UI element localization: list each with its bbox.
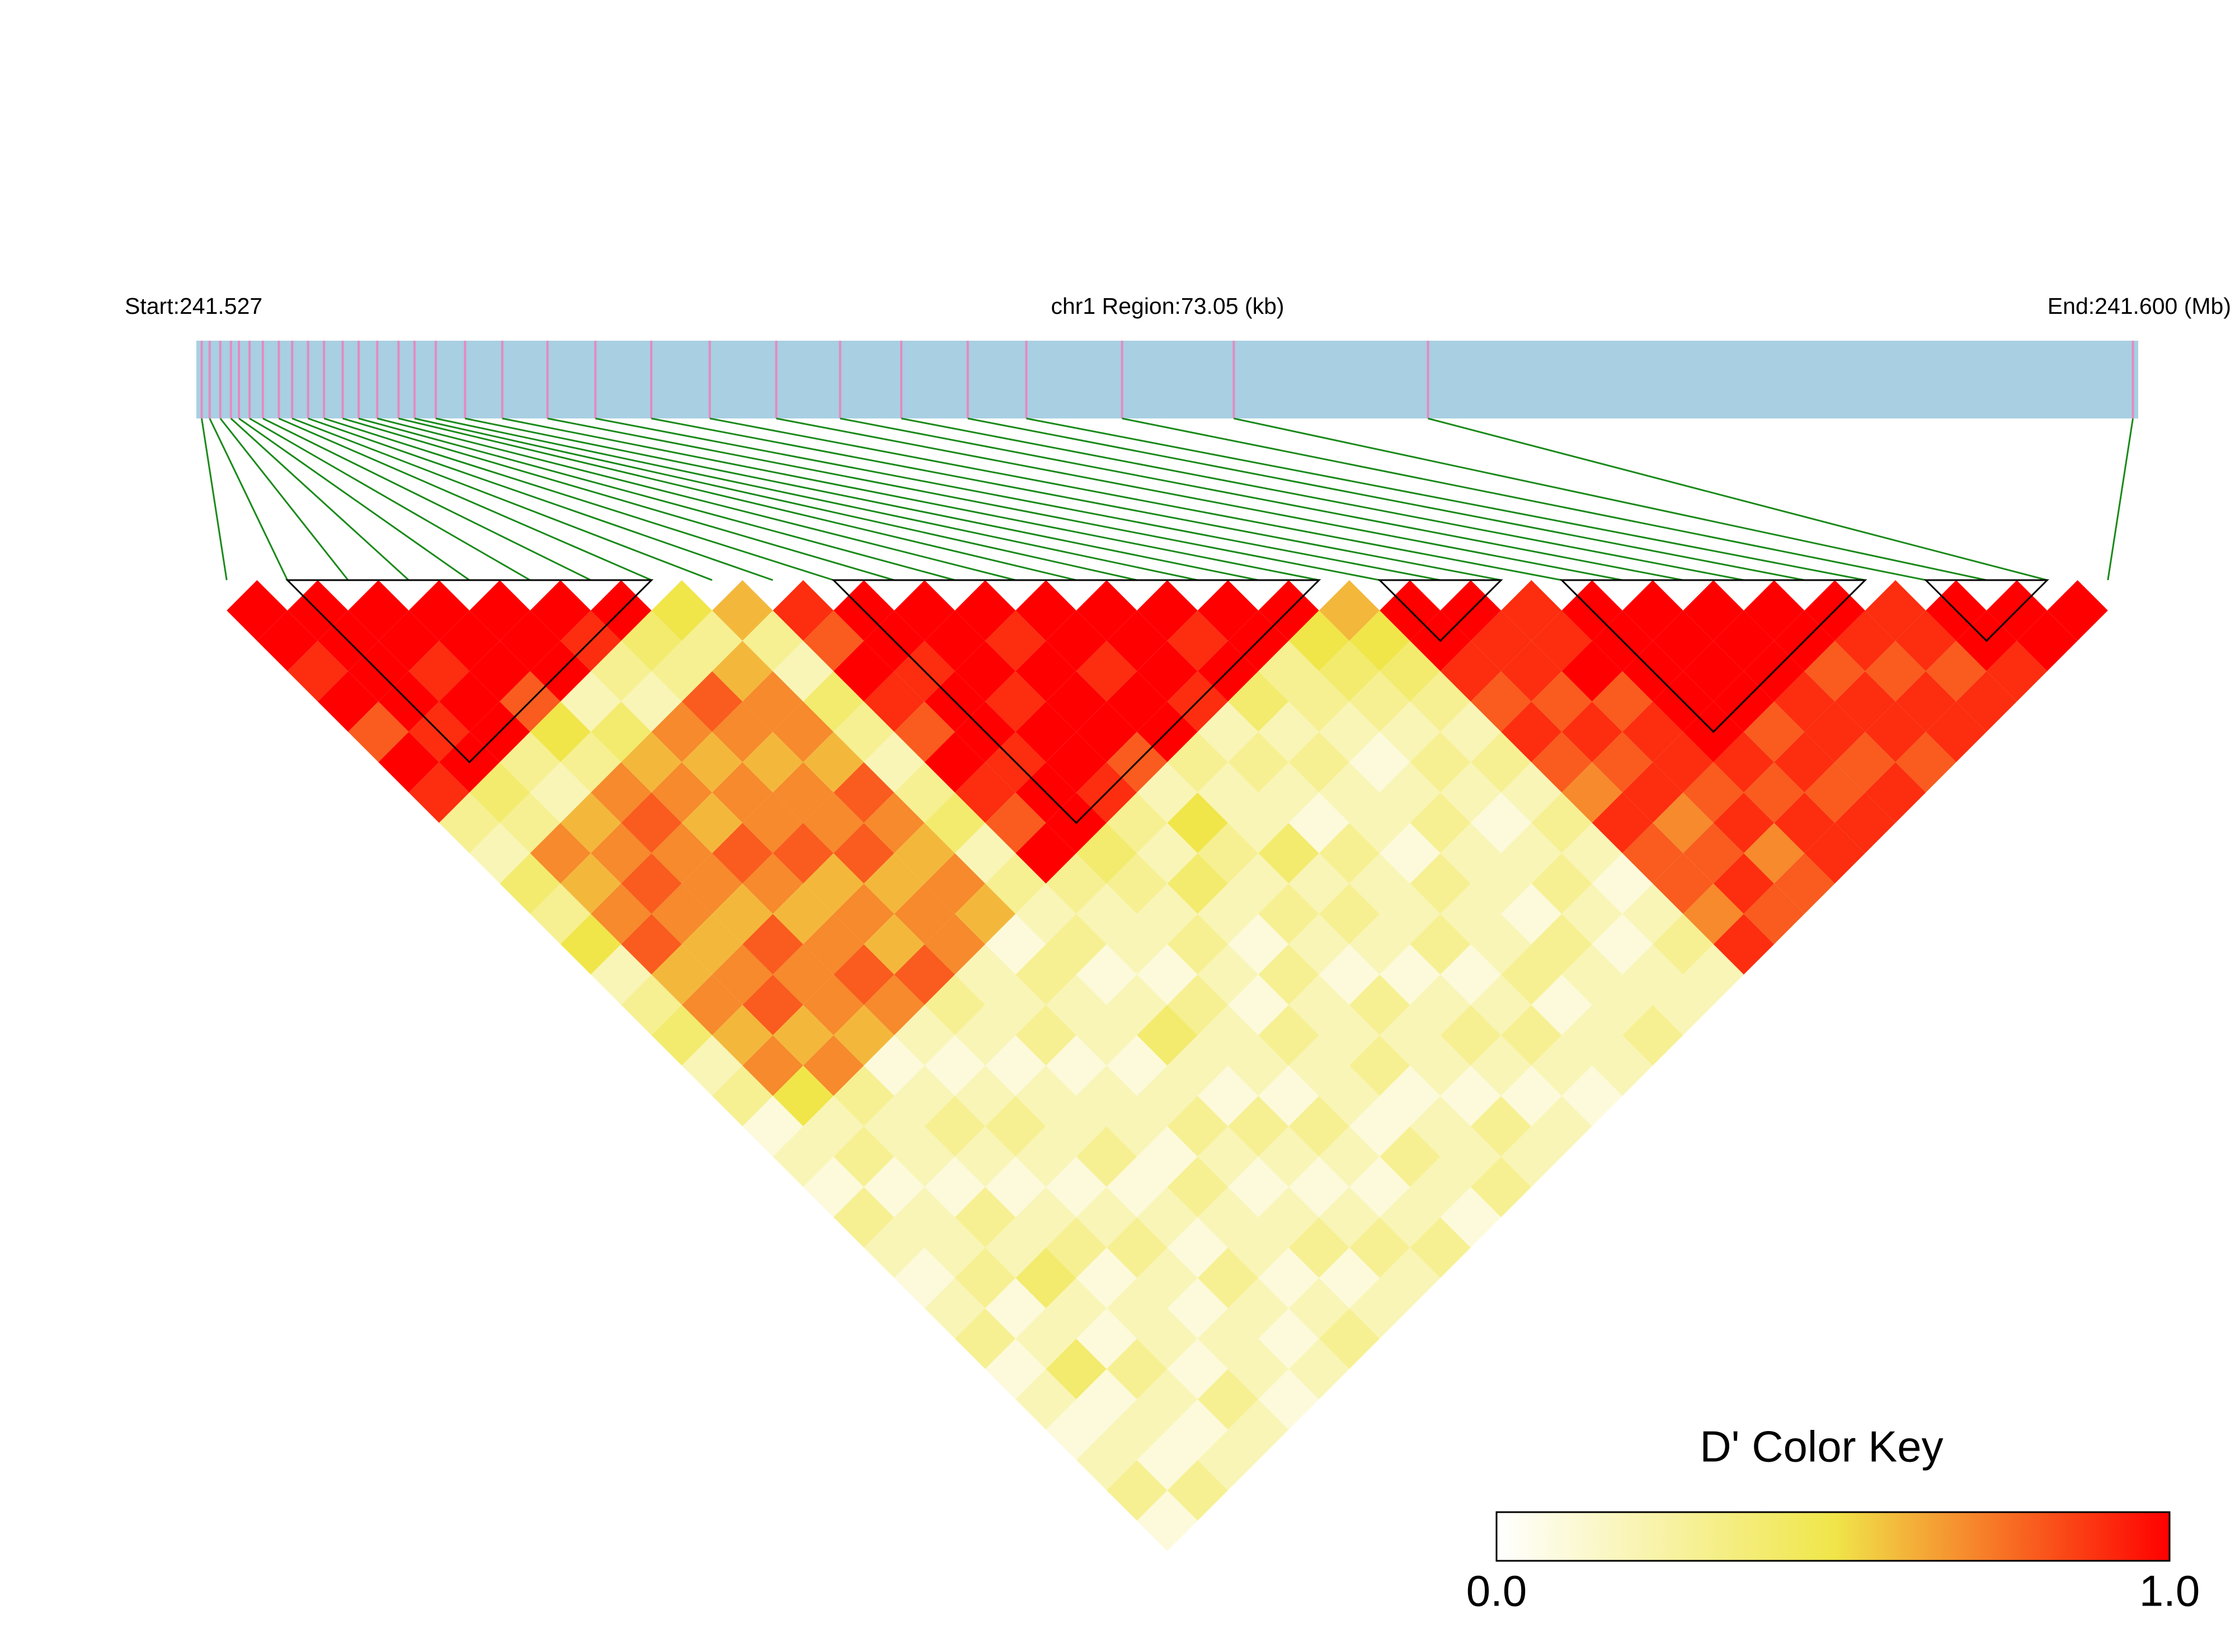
ld-block <box>1559 579 1867 733</box>
snp-connector <box>278 417 652 581</box>
snp-connector <box>262 417 591 581</box>
snp-connector <box>2107 418 2134 581</box>
snp-connector <box>464 417 1259 581</box>
snp-connector <box>308 417 773 581</box>
snp-connector <box>398 417 1077 581</box>
snp-connector <box>323 417 834 581</box>
snp-connector <box>230 417 410 581</box>
snp-connector <box>840 417 1683 581</box>
snp-connector <box>1026 417 1866 581</box>
snp-connector <box>209 418 289 581</box>
snp-connector <box>967 417 1805 581</box>
snp-connector <box>342 417 895 581</box>
snp-connector <box>1234 417 1987 581</box>
ld-block <box>831 579 1321 824</box>
snp-connector <box>377 417 1016 581</box>
ld-cell <box>2047 580 2108 641</box>
key-title: D' Color Key <box>1700 1422 1943 1471</box>
color-key <box>1495 1511 2171 1562</box>
key-tick-label: 1.0 <box>2139 1566 2200 1616</box>
ld-block <box>1377 579 1503 642</box>
snp-connector <box>238 417 470 581</box>
snp-connector <box>651 417 1502 581</box>
snp-connector <box>435 417 1198 581</box>
snp-connector <box>776 417 1623 581</box>
snp-connector <box>358 417 956 581</box>
snp-connector <box>547 417 1380 581</box>
snp-connector <box>1122 417 1926 581</box>
end-label: End:241.600 (Mb) <box>2048 293 2231 319</box>
snp-connector <box>249 417 531 581</box>
ld-block <box>1923 579 2049 642</box>
snp-connector <box>901 417 1744 581</box>
snp-connector <box>502 417 1319 581</box>
snp-connector <box>1428 417 2048 581</box>
snp-connector <box>414 417 1137 581</box>
snp-connector <box>595 417 1441 581</box>
snp-connector <box>201 418 228 581</box>
snp-connector <box>219 418 349 581</box>
snp-connector <box>709 417 1562 581</box>
chart-title: chr1 Region:73.05 (kb) <box>1051 293 1284 319</box>
snp-connector <box>291 417 713 581</box>
ld-block <box>285 579 654 764</box>
start-label: Start:241.527 <box>125 293 262 319</box>
gene-bar <box>196 341 2138 418</box>
key-tick-label: 0.0 <box>1466 1566 1527 1616</box>
